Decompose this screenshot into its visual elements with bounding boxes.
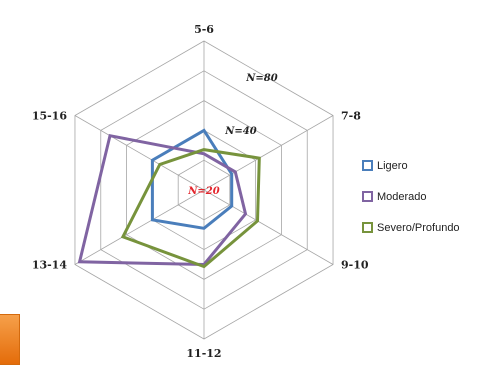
category-label-13-14: 13-14 [32, 259, 68, 272]
legend-item-severo-profundo: Severo/Profundo [362, 212, 460, 243]
legend-item-moderado: Moderado [362, 181, 460, 212]
legend-label-moderado: Moderado [377, 190, 427, 203]
legend: Ligero Moderado Severo/Profundo [362, 150, 460, 243]
grid-spoke-2 [203, 189, 334, 265]
scale-label-0: N=20 [187, 186, 219, 197]
legend-label-severo-profundo: Severo/Profundo [377, 221, 460, 234]
legend-item-ligero: Ligero [362, 150, 460, 181]
legend-label-ligero: Ligero [377, 159, 408, 172]
category-label-9-10: 9-10 [341, 259, 369, 272]
category-label-5-6: 5-6 [194, 23, 214, 36]
radar-series [77, 128, 261, 269]
category-label-15-16: 15-16 [32, 110, 68, 123]
series-line-ligero [150, 128, 234, 230]
scale-label-1: N=40 [224, 126, 256, 137]
legend-swatch-ligero [362, 160, 373, 171]
radar-labels: 5-6 7-8 9-10 11-12 13-14 15-16 N=20 N=40 N=80 [32, 23, 369, 360]
radar-grid [74, 40, 334, 340]
category-label-7-8: 7-8 [341, 110, 361, 123]
legend-swatch-severo-profundo [362, 222, 373, 233]
grid-spoke-5 [74, 115, 205, 191]
series-line-severo-profundo [120, 148, 261, 269]
category-label-11-12: 11-12 [186, 347, 221, 360]
series-line-moderado [77, 133, 248, 267]
scale-label-2: N=80 [245, 73, 277, 84]
grid-spoke-1 [203, 115, 334, 191]
legend-swatch-moderado [362, 191, 373, 202]
grid-spoke-4 [74, 189, 205, 265]
orange-tab [0, 314, 20, 365]
